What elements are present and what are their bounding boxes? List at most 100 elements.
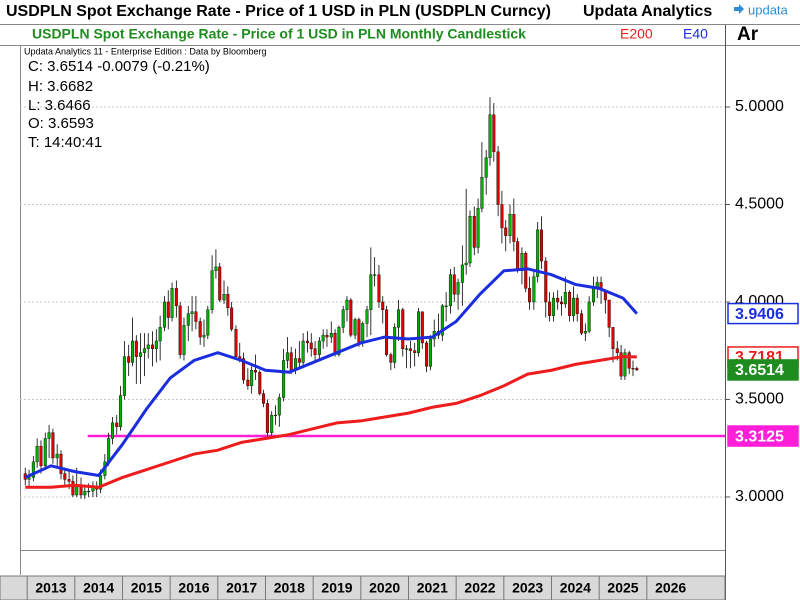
candle-body — [548, 301, 552, 316]
candle-body — [313, 348, 317, 355]
candle-body — [369, 274, 373, 310]
candle-body — [158, 327, 162, 342]
candle-body — [365, 309, 369, 324]
candle-body — [580, 313, 584, 334]
candle-body — [186, 313, 190, 326]
candle-body — [349, 299, 353, 336]
candle-body — [413, 350, 417, 353]
candle-body — [631, 368, 635, 370]
candle-body — [151, 344, 155, 349]
chart-title: USDPLN Spot Exchange Rate - Price of 1 U… — [6, 3, 551, 20]
candle-body — [408, 348, 412, 351]
candle-body — [560, 301, 563, 305]
candle-body — [516, 241, 520, 271]
info-line: L: 3.6466 — [28, 97, 91, 114]
candle-body — [55, 453, 59, 459]
candle-body — [563, 292, 567, 305]
y-tick-label: 3.0000 — [735, 488, 784, 505]
candle-body — [472, 215, 476, 248]
candle-body — [206, 309, 210, 336]
price-label: 3.3125 — [735, 428, 784, 445]
candle-body — [274, 414, 277, 417]
candle-body — [258, 371, 262, 394]
candle-body — [71, 481, 75, 496]
candle-body — [166, 301, 170, 318]
x-tick-label: 2018 — [274, 580, 305, 596]
candle-body — [226, 293, 230, 309]
legend-entry: E40 — [683, 26, 708, 42]
candle-body — [210, 270, 214, 310]
x-tick-label: 2016 — [178, 580, 209, 596]
candle-body — [63, 473, 67, 480]
candle-body — [222, 293, 226, 301]
candle-body — [420, 311, 424, 344]
logo: updata — [734, 2, 789, 17]
credit: Updata Analytics 11 - Enterprise Edition… — [24, 46, 266, 56]
candle-body — [162, 301, 166, 328]
candle-body — [43, 438, 47, 466]
candle-body — [504, 227, 508, 236]
x-tick-label: 2013 — [35, 580, 66, 596]
x-axis-bar — [0, 575, 726, 600]
candle-body — [607, 299, 611, 328]
candle-body — [289, 352, 293, 371]
candle-body — [190, 311, 194, 314]
candle-body — [242, 358, 246, 381]
candle-body — [305, 340, 309, 344]
x-tick-label: 2015 — [131, 580, 162, 596]
candle-body — [174, 288, 178, 307]
candle-body — [440, 305, 444, 336]
ar-label: Ar — [737, 24, 759, 45]
candle-body — [456, 282, 460, 295]
candle-body — [47, 432, 51, 439]
candle-body — [544, 260, 548, 303]
candle-body — [182, 325, 186, 355]
candle-body — [468, 215, 472, 264]
candle-body — [428, 338, 432, 367]
x-tick-label: 2014 — [83, 580, 114, 596]
candle-body — [460, 264, 464, 283]
candle-body — [480, 176, 484, 209]
candle-body — [405, 348, 409, 350]
candle-body — [551, 297, 555, 316]
candle-body — [35, 446, 39, 463]
candle-body — [134, 340, 138, 357]
candle-body — [325, 334, 329, 338]
candle-body — [448, 274, 452, 307]
candle-body — [476, 208, 480, 248]
candle-body — [623, 352, 627, 377]
candle-body — [139, 352, 143, 357]
candle-body — [635, 368, 639, 371]
y-tick-label: 4.5000 — [735, 196, 784, 213]
candle-body — [142, 348, 146, 353]
candle-body — [230, 307, 234, 330]
info-line: H: 3.6682 — [28, 78, 93, 95]
candle-body — [381, 301, 385, 310]
candle-body — [500, 204, 504, 229]
ma-line — [25, 355, 637, 489]
candle-body — [464, 262, 468, 266]
candle-body — [385, 309, 389, 355]
candle-body — [587, 301, 591, 332]
candle-body — [357, 319, 361, 344]
info-line: O: 3.6593 — [28, 115, 94, 132]
candle-body — [377, 274, 381, 303]
candle-body — [309, 342, 313, 349]
candle-body — [119, 395, 123, 427]
candle-body — [536, 229, 540, 277]
candle-body — [425, 342, 429, 367]
candle-body — [277, 397, 281, 416]
candle-body — [59, 453, 63, 474]
price-box — [727, 302, 799, 325]
candle-body — [393, 327, 397, 363]
x-tick-label: 2025 — [607, 580, 638, 596]
candle-body — [361, 323, 365, 344]
candle-body — [329, 332, 333, 338]
ma-line — [24, 267, 638, 479]
price-box — [727, 359, 799, 381]
chart-subtitle: USDPLN Spot Exchange Rate - Price of 1 U… — [32, 26, 526, 42]
candle-body — [282, 360, 286, 398]
candle-body — [488, 114, 492, 158]
